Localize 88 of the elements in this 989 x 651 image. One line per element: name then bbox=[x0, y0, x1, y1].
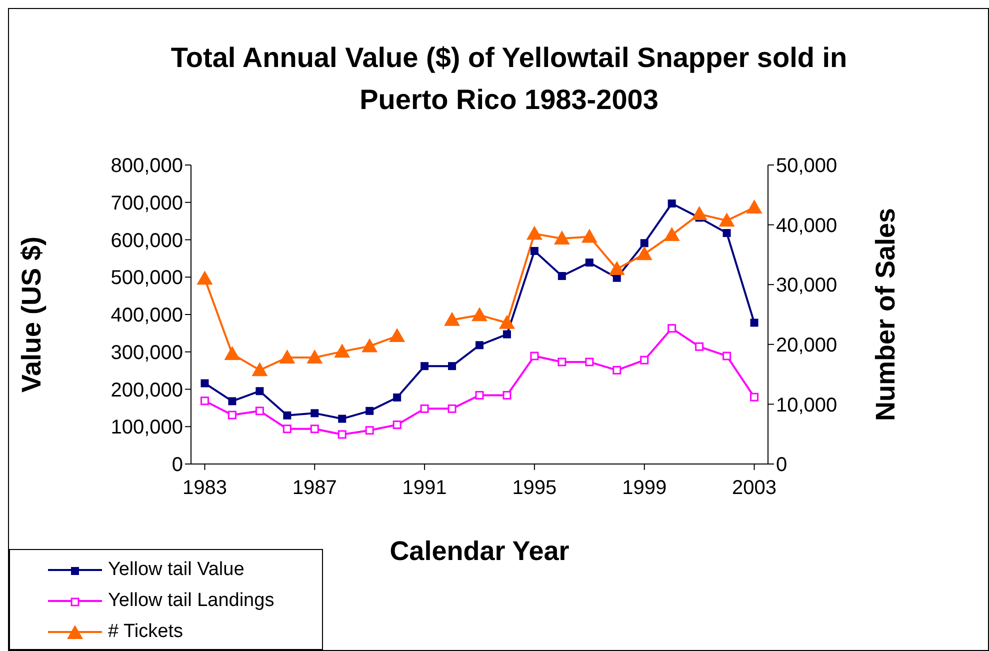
point bbox=[750, 392, 759, 402]
y-tick-label: 400,000 bbox=[110, 304, 183, 327]
y-tick-label: 800,000 bbox=[110, 155, 183, 178]
y-axis-title: Value (US $) bbox=[16, 236, 47, 393]
x-tick-label: 1983 bbox=[182, 477, 227, 500]
x-tick-label: 1987 bbox=[292, 477, 337, 500]
point bbox=[472, 307, 488, 322]
chart-title: Total Annual Value ($) of Yellowtail Snapper sold in Puerto Rico 1983-2003 bbox=[170, 41, 848, 117]
y2-tick-label: 10,000 bbox=[776, 394, 838, 416]
y2-tick-label: 50,000 bbox=[776, 155, 838, 178]
point bbox=[252, 362, 268, 376]
legend-label: Yellow tail Value bbox=[108, 558, 244, 580]
point bbox=[392, 420, 402, 430]
point bbox=[389, 328, 406, 342]
point bbox=[585, 358, 594, 366]
point bbox=[282, 424, 292, 434]
y2-tick-label: 40,000 bbox=[776, 214, 838, 237]
point bbox=[338, 414, 346, 423]
x-axis-title: Calendar Year bbox=[390, 536, 570, 566]
point bbox=[228, 410, 236, 420]
legend-label: Yellow tail Landings bbox=[108, 590, 274, 612]
point bbox=[750, 318, 758, 327]
y-tick-label: 500,000 bbox=[110, 267, 183, 290]
point bbox=[362, 338, 378, 352]
point bbox=[640, 239, 648, 248]
point bbox=[554, 230, 570, 245]
point bbox=[668, 199, 676, 208]
point bbox=[722, 352, 732, 360]
point bbox=[691, 206, 708, 220]
point bbox=[310, 409, 319, 418]
y-tick-label: 300,000 bbox=[110, 342, 183, 364]
point bbox=[393, 393, 402, 402]
point bbox=[334, 344, 350, 358]
point bbox=[502, 330, 511, 338]
point bbox=[581, 228, 598, 243]
point bbox=[502, 390, 512, 400]
point bbox=[279, 350, 296, 364]
point bbox=[475, 390, 484, 400]
point bbox=[200, 379, 209, 388]
point bbox=[722, 229, 731, 238]
y-tick-label: 0 bbox=[172, 454, 183, 476]
point bbox=[746, 199, 762, 214]
point bbox=[476, 341, 484, 350]
point bbox=[695, 342, 704, 351]
y2-axis-title: Number of Sales bbox=[870, 208, 901, 422]
point bbox=[310, 424, 319, 434]
point bbox=[255, 406, 264, 416]
point bbox=[718, 212, 735, 227]
point bbox=[338, 430, 346, 439]
point bbox=[558, 358, 566, 366]
point bbox=[668, 324, 676, 333]
point bbox=[420, 404, 429, 413]
point bbox=[608, 261, 625, 276]
point bbox=[530, 246, 538, 255]
y-tick-label: 600,000 bbox=[110, 230, 183, 252]
point bbox=[256, 387, 264, 396]
point bbox=[636, 246, 652, 260]
y2-tick-label: 20,000 bbox=[776, 334, 838, 356]
y2-tick-label: 30,000 bbox=[776, 274, 838, 297]
x-tick-label: 1995 bbox=[512, 477, 557, 500]
point bbox=[640, 356, 649, 364]
point bbox=[200, 396, 209, 406]
y2-tick-label: 0 bbox=[776, 454, 788, 476]
point bbox=[228, 397, 236, 406]
point bbox=[306, 350, 323, 364]
point bbox=[558, 272, 566, 280]
y-tick-label: 200,000 bbox=[110, 379, 183, 402]
point bbox=[448, 362, 456, 370]
point bbox=[224, 346, 240, 360]
point bbox=[530, 352, 539, 360]
point bbox=[365, 426, 374, 435]
x-tick-label: 1999 bbox=[622, 477, 667, 500]
point bbox=[444, 312, 460, 326]
x-tick-label: 2003 bbox=[732, 477, 777, 500]
point bbox=[283, 411, 292, 420]
point bbox=[664, 226, 680, 241]
legend-label: # Tickets bbox=[108, 620, 183, 642]
point bbox=[196, 270, 213, 285]
point bbox=[585, 258, 594, 267]
y-tick-label: 100,000 bbox=[110, 416, 183, 439]
y-tick-label: 700,000 bbox=[110, 192, 183, 214]
x-tick-label: 1991 bbox=[402, 477, 447, 500]
point bbox=[448, 404, 456, 413]
point bbox=[612, 366, 622, 374]
point bbox=[498, 314, 515, 329]
point bbox=[366, 406, 374, 415]
point bbox=[420, 362, 429, 370]
point bbox=[526, 226, 542, 240]
